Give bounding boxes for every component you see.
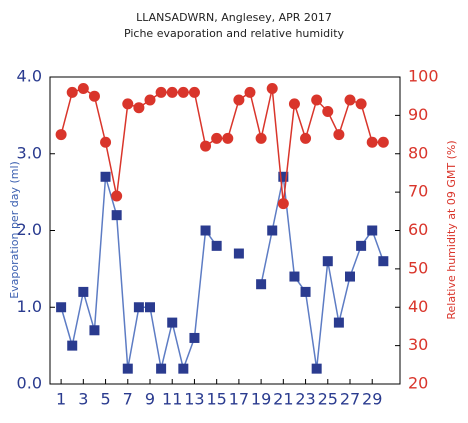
circle-marker: [377, 136, 389, 148]
y-tick-label: 4.0: [17, 67, 42, 86]
square-marker: [178, 363, 189, 374]
square-marker: [333, 317, 344, 328]
chart-title: LLANSADWRN, Anglesey, APR 2017: [136, 11, 332, 24]
square-marker: [311, 363, 322, 374]
circle-marker: [355, 98, 367, 110]
square-marker: [256, 279, 267, 290]
circle-marker: [266, 83, 278, 95]
circle-marker: [177, 86, 189, 98]
circle-marker: [111, 190, 123, 202]
square-marker: [322, 256, 333, 267]
y-tick-label: 3.0: [17, 143, 42, 162]
square-marker: [267, 225, 278, 236]
circle-marker: [222, 132, 234, 144]
circle-marker: [311, 94, 323, 106]
square-marker: [300, 286, 311, 297]
square-marker: [233, 248, 244, 259]
circle-marker: [200, 140, 212, 152]
y2-tick-label: 100: [408, 67, 439, 86]
y-tick-label: 1.0: [17, 297, 42, 316]
y2-tick-label: 30: [408, 335, 428, 354]
square-marker: [133, 302, 144, 313]
square-marker: [211, 240, 222, 251]
x-tick-label: 15: [206, 390, 226, 409]
square-marker: [78, 286, 89, 297]
x-tick-label: 1: [56, 390, 66, 409]
x-tick-label: 27: [340, 390, 360, 409]
x-tick-label: 13: [184, 390, 204, 409]
circle-marker: [66, 86, 78, 98]
x-tick-label: 21: [273, 390, 293, 409]
square-marker: [67, 340, 78, 351]
y-tick-label: 2.0: [17, 220, 42, 239]
square-marker: [145, 302, 155, 313]
y2-tick-label: 80: [408, 143, 428, 162]
circle-marker: [55, 129, 67, 141]
chart-subtitle: Piche evaporation and relative humidity: [124, 27, 345, 40]
series-line: [60, 176, 385, 372]
circle-marker: [344, 94, 356, 106]
circle-marker: [244, 86, 256, 98]
y2-tick-label: 20: [408, 374, 428, 393]
square-marker: [111, 210, 122, 221]
x-tick-label: 9: [145, 390, 155, 409]
circle-marker: [133, 102, 145, 114]
y-axis-label: Evaporation per day (ml): [8, 161, 21, 299]
x-tick-label: 23: [295, 390, 315, 409]
circle-marker: [366, 136, 378, 148]
circle-marker: [88, 90, 100, 102]
square-marker: [156, 363, 167, 374]
x-tick-label: 19: [251, 390, 271, 409]
x-tick-label: 29: [362, 390, 382, 409]
y2-tick-label: 90: [408, 105, 428, 124]
circle-marker: [288, 98, 300, 110]
circle-marker: [77, 83, 89, 95]
circle-marker: [155, 86, 167, 98]
x-tick-label: 5: [100, 390, 110, 409]
square-marker: [378, 256, 389, 267]
circle-marker: [122, 98, 134, 110]
y-tick-label: 0.0: [17, 374, 42, 393]
circle-marker: [255, 132, 267, 144]
y2-tick-label: 50: [408, 258, 428, 277]
plot-frame: [49, 76, 401, 385]
circle-marker: [188, 86, 200, 98]
square-marker: [356, 240, 367, 251]
circle-marker: [166, 86, 178, 98]
circle-marker: [333, 129, 345, 141]
square-marker: [345, 271, 355, 282]
square-marker: [167, 317, 178, 328]
y2-tick-label: 40: [408, 297, 428, 316]
square-marker: [122, 363, 133, 374]
square-marker: [89, 325, 100, 336]
square-marker: [278, 171, 289, 182]
x-tick-label: 7: [123, 390, 133, 409]
circle-marker: [322, 106, 334, 118]
x-tick-label: 11: [162, 390, 182, 409]
circle-marker: [300, 132, 312, 144]
circle-marker: [233, 94, 245, 106]
square-marker: [367, 225, 378, 236]
x-tick-label: 17: [229, 390, 249, 409]
x-tick-label: 3: [78, 390, 88, 409]
y2-tick-label: 60: [408, 220, 428, 239]
circle-marker: [100, 136, 112, 148]
square-marker: [100, 171, 111, 182]
square-marker: [200, 225, 211, 236]
circle-marker: [144, 94, 156, 106]
y2-axis-label: Relative humidity at 09 GMT (%): [445, 140, 458, 319]
square-marker: [56, 302, 67, 313]
square-marker: [289, 271, 300, 282]
x-tick-label: 25: [318, 390, 338, 409]
square-marker: [189, 332, 200, 343]
circle-marker: [277, 198, 289, 210]
y2-tick-label: 70: [408, 182, 428, 201]
circle-marker: [211, 132, 223, 144]
